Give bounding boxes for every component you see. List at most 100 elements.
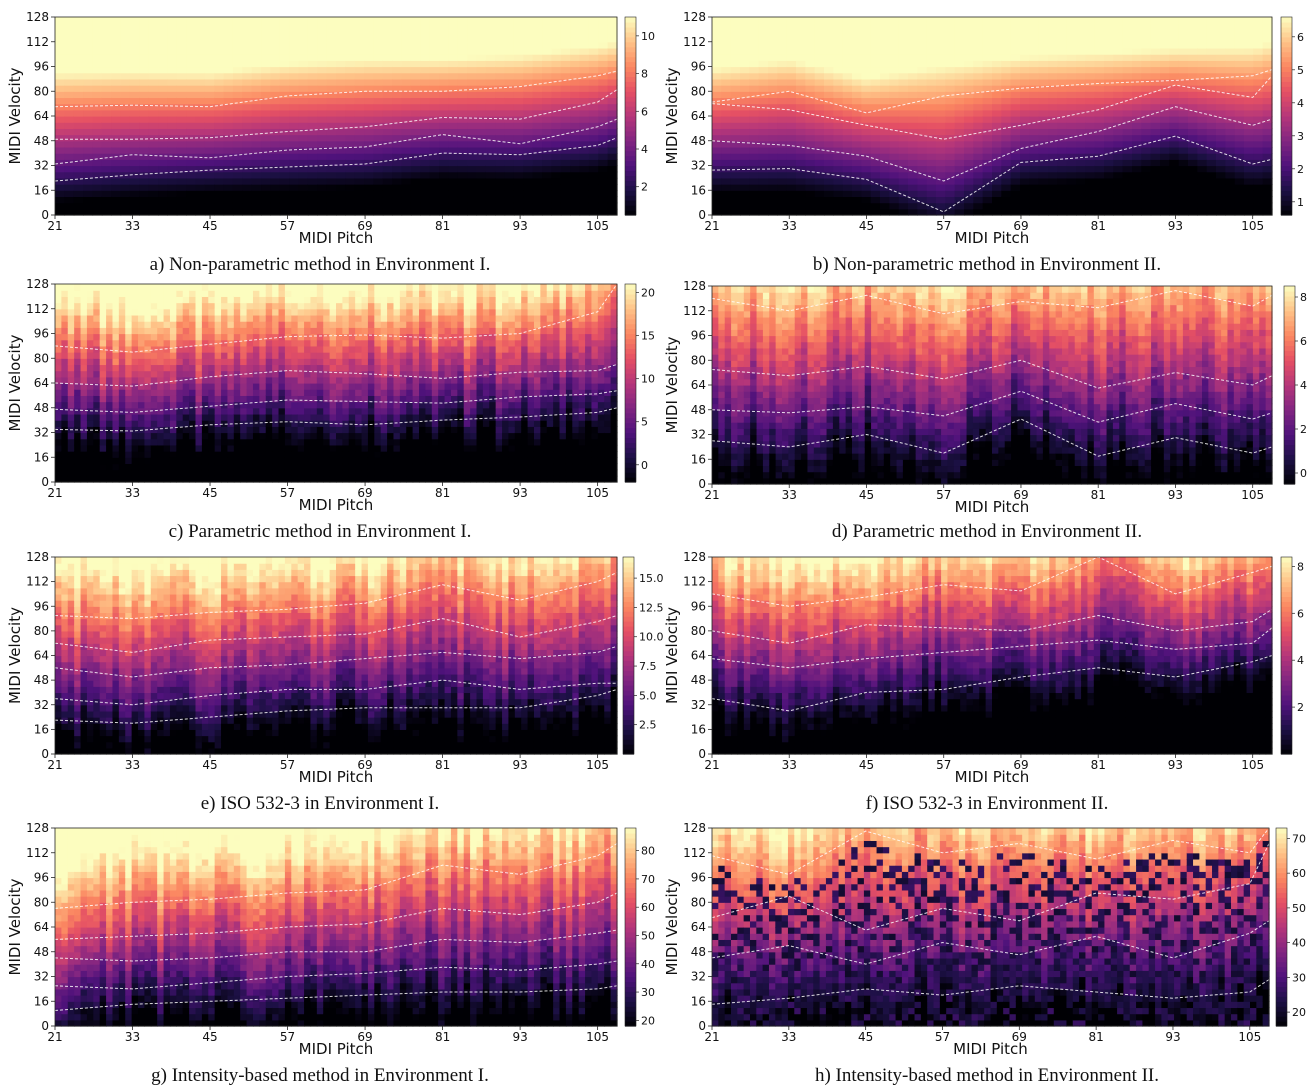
heatmap-cell	[92, 35, 103, 43]
heatmap-cell	[345, 91, 356, 99]
heatmap-cell	[92, 54, 103, 61]
heatmap-cell	[317, 153, 328, 160]
heatmap-cell	[167, 196, 178, 204]
heatmap-cell	[336, 171, 346, 179]
heatmap-cell	[214, 159, 225, 167]
heatmap-cell	[232, 47, 243, 55]
heatmap-cell	[120, 97, 131, 105]
heatmap-cell	[139, 78, 150, 86]
heatmap-cell	[289, 202, 300, 210]
heatmap-cell	[214, 41, 225, 49]
heatmap-cell	[279, 17, 290, 24]
heatmap-cell	[148, 41, 159, 49]
heatmap-cell	[120, 146, 131, 154]
heatmap-cell	[101, 177, 112, 185]
heatmap-cell	[242, 202, 253, 210]
heatmap-cell	[232, 97, 243, 105]
heatmap-cell	[242, 116, 253, 123]
heatmap-cell	[232, 165, 243, 173]
heatmap-cell	[307, 190, 318, 198]
heatmap-cell	[129, 72, 140, 80]
heatmap-cell	[139, 66, 150, 74]
heatmap-cell	[64, 54, 75, 61]
heatmap-cell	[251, 208, 262, 216]
heatmap-cell	[270, 85, 281, 92]
heatmap-cell	[251, 165, 262, 173]
heatmap-cell	[176, 165, 187, 173]
heatmap-cell	[111, 196, 122, 204]
heatmap-cell	[354, 146, 365, 154]
heatmap-cell	[214, 72, 225, 80]
heatmap-cell	[55, 103, 65, 111]
heatmap-cell	[167, 91, 178, 99]
heatmap-cell	[148, 103, 159, 111]
heatmap-cell	[73, 128, 84, 136]
heatmap-cell	[326, 47, 337, 55]
heatmap-cell	[73, 66, 84, 74]
heatmap-cell	[101, 41, 112, 49]
heatmap-cell	[195, 128, 206, 136]
heatmap-cell	[129, 196, 140, 204]
heatmap-cell	[204, 140, 215, 148]
heatmap-cell	[83, 165, 94, 173]
heatmap-cell	[307, 78, 318, 86]
heatmap-cell	[83, 66, 94, 74]
heatmap-cell	[204, 35, 215, 43]
heatmap-cell	[139, 190, 150, 198]
heatmap-cell	[336, 41, 346, 49]
heatmap-cell	[204, 190, 215, 198]
heatmap-cell	[176, 109, 187, 117]
heatmap-cell	[242, 35, 253, 43]
heatmap-cell	[261, 196, 272, 204]
heatmap-cell	[364, 202, 375, 210]
heatmap-cell	[158, 35, 168, 43]
heatmap-cell	[167, 128, 178, 136]
heatmap-cell	[279, 35, 290, 43]
heatmap-cell	[336, 17, 346, 24]
heatmap-cell	[317, 29, 328, 37]
heatmap-cell	[289, 134, 300, 142]
heatmap-cell	[55, 165, 65, 173]
heatmap-cell	[176, 103, 187, 111]
heatmap-cell	[232, 134, 243, 142]
heatmap-cell	[261, 66, 272, 74]
heatmap-cell	[270, 47, 281, 55]
heatmap-cell	[111, 177, 122, 185]
heatmap-cell	[251, 134, 262, 142]
heatmap-cell	[298, 190, 309, 198]
heatmap-cell	[129, 153, 140, 160]
heatmap-cell	[101, 97, 112, 105]
heatmap-cell	[129, 23, 140, 30]
heatmap-cell	[242, 47, 253, 55]
heatmap-cell	[336, 202, 346, 210]
heatmap-cell	[232, 60, 243, 68]
heatmap-cell	[167, 78, 178, 86]
heatmap-cell	[120, 134, 131, 142]
heatmap-cell	[326, 23, 337, 30]
heatmap-cell	[261, 91, 272, 99]
heatmap-cell	[55, 208, 65, 216]
heatmap-cell	[111, 109, 122, 117]
heatmap-cell	[83, 208, 94, 216]
heatmap-cell	[129, 165, 140, 173]
heatmap-cell	[279, 78, 290, 86]
heatmap-cell	[232, 116, 243, 123]
heatmap-cell	[326, 35, 337, 43]
heatmap-cell	[354, 153, 365, 160]
heatmap-cell	[120, 184, 131, 191]
heatmap-cell	[92, 29, 103, 37]
heatmap-cell	[279, 23, 290, 30]
heatmap-cell	[204, 72, 215, 80]
heatmap-cell	[195, 47, 206, 55]
heatmap-cell	[204, 128, 215, 136]
heatmap-cell	[279, 208, 290, 216]
heatmap-cell	[317, 60, 328, 68]
heatmap-cell	[279, 103, 290, 111]
heatmap-cell	[289, 208, 300, 216]
heatmap-cell	[120, 17, 131, 24]
heatmap-cell	[167, 29, 178, 37]
heatmap-cell	[242, 17, 253, 24]
heatmap-cell	[186, 60, 197, 68]
heatmap-cell	[176, 91, 187, 99]
